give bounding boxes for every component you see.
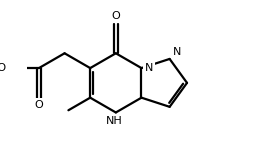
Text: N: N (145, 63, 154, 73)
Text: N: N (173, 48, 181, 57)
Text: O: O (111, 11, 120, 21)
Text: NH: NH (106, 116, 123, 126)
Text: O: O (35, 100, 43, 110)
Text: HO: HO (0, 63, 7, 73)
